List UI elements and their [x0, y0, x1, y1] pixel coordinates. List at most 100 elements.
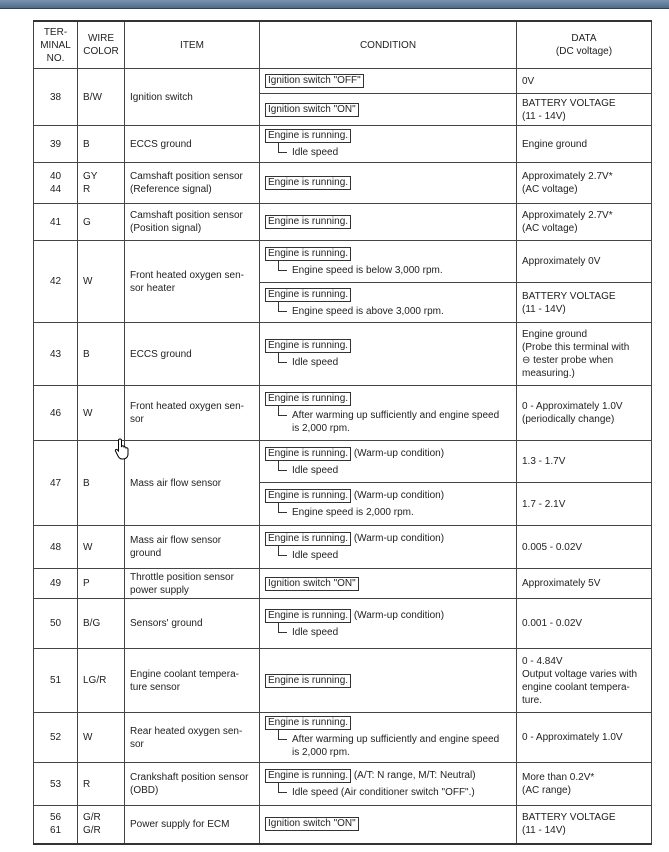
condition-cell: Engine is running. Idle speed: [259, 322, 517, 386]
condition-cell: Engine is running.: [259, 203, 517, 241]
data-value: 0 - Approximately 1.0V (periodically cha…: [516, 385, 652, 441]
data-value: More than 0.2V* (AC range): [516, 762, 652, 806]
terminal-no: 47: [33, 440, 78, 526]
condition-line: Ignition switch "ON": [265, 817, 511, 832]
condition-sub: Idle speed: [278, 621, 511, 639]
data-value: 0.001 - 0.02V: [516, 598, 652, 649]
table-row: 49 P Throttle position sensor power supply…: [33, 568, 652, 599]
table-row: 39 B ECCS ground Engine is running. Idle spe…: [33, 125, 652, 163]
data-value: 0 - Approximately 1.0V: [516, 712, 652, 763]
data-value: 0V: [516, 68, 652, 94]
table-row: 42 W Front heated oxygen sen- sor heater En…: [33, 240, 652, 323]
condition-box: Engine is running.: [265, 129, 352, 143]
data-value: 0.005 - 0.02V: [516, 525, 652, 569]
condition-line: Engine is running.: [265, 246, 511, 261]
table-row: 43 B ECCS ground Engine is running. Idle spe…: [33, 322, 652, 386]
item-name: ECCS ground: [124, 125, 260, 163]
table-row: 53 R Crankshaft position sensor (OBD) Engin…: [33, 762, 652, 806]
condition-box: Ignition switch "ON": [265, 817, 359, 832]
condition-line: Ignition switch "ON": [265, 576, 511, 591]
condition-sub: Idle speed: [278, 459, 511, 477]
condition-cell: Ignition switch "ON": [259, 805, 517, 845]
header-wire-color: WIRE COLOR: [77, 20, 125, 69]
condition-box: Engine is running.: [265, 446, 352, 461]
condition-sub: Engine speed is 2,000 rpm.: [278, 502, 511, 519]
condition-cell: Ignition switch "ON": [259, 568, 517, 599]
condition-cell: Engine is running. Idle speed: [259, 125, 517, 163]
wire-color: W: [77, 385, 125, 441]
data-value: Approximately 5V: [516, 568, 652, 599]
item-name: Rear heated oxygen sen- sor: [124, 712, 260, 763]
condition-sub: After warming up sufficiently and engine…: [278, 404, 511, 435]
table-row: 52 W Rear heated oxygen sen- sor Engine is …: [33, 712, 652, 763]
condition-box: Engine is running.: [265, 716, 352, 730]
terminal-no: 42: [33, 240, 78, 323]
window-title-bar: [0, 0, 669, 9]
condition-cell: Engine is running.: [259, 648, 517, 713]
table-row: 47 B Mass air flow sensor Engine is running…: [33, 440, 652, 526]
condition-box: Engine is running.: [265, 532, 352, 546]
condition-box: Engine is running.: [265, 176, 352, 190]
table-row: 51 LG/R Engine coolant tempera- ture senso…: [33, 648, 652, 713]
item-name: Power supply for ECM: [124, 805, 260, 845]
item-name: Ignition switch: [124, 68, 260, 126]
condition-line: Engine is running.: [265, 129, 511, 143]
condition-box: Engine is running.: [265, 287, 352, 302]
table-row: 38 B/W Ignition switch Ignition switch "OFF…: [33, 68, 652, 126]
wire-color: W: [77, 712, 125, 763]
data-value: 1.3 - 1.7V: [516, 440, 652, 483]
condition-box: Ignition switch "OFF": [265, 74, 364, 88]
wire-color: G: [77, 203, 125, 241]
item-name: Throttle position sensor power supply: [124, 568, 260, 599]
condition-box: Engine is running.: [265, 673, 352, 688]
condition-cell: Engine is running. (Warm-up condition) Id…: [259, 525, 517, 569]
condition-sub: Idle speed: [278, 352, 511, 369]
terminal-no: 46: [33, 385, 78, 441]
table-row: 48 W Mass air flow sensor ground Engine is …: [33, 525, 652, 569]
wire-color: P: [77, 568, 125, 599]
condition-box: Engine is running.: [265, 246, 352, 261]
condition-sub: Idle speed (Air conditioner switch "OFF"…: [278, 782, 511, 799]
condition-sub: Engine speed is above 3,000 rpm.: [278, 300, 511, 318]
condition-note: (Warm-up condition): [353, 533, 445, 544]
wire-color: W: [77, 525, 125, 569]
data-value: 0 - 4.84V Output voltage varies with eng…: [516, 648, 652, 713]
item-name: ECCS ground: [124, 322, 260, 386]
condition-line: Engine is running. (Warm-up condition): [265, 489, 511, 503]
condition-box: Engine is running.: [265, 489, 352, 503]
condition-box: Engine is running.: [265, 339, 352, 353]
table-row: 46 W Front heated oxygen sen- sor Engine is…: [33, 385, 652, 441]
condition-line: Engine is running.: [265, 287, 511, 302]
hand-cursor-icon: [114, 438, 129, 460]
condition-box: Engine is running.: [265, 215, 352, 229]
condition-line: Engine is running.: [265, 176, 511, 190]
wire-color: LG/R: [77, 648, 125, 713]
wire-color: G/R G/R: [77, 805, 125, 845]
condition-line: Engine is running. (Warm-up condition): [265, 532, 511, 546]
condition-cell: Engine is running. Engine speed is above …: [259, 282, 517, 323]
condition-cell: Engine is running. (A/T: N range, M/T: N…: [259, 762, 517, 806]
header-item: ITEM: [124, 20, 260, 69]
condition-line: Engine is running.: [265, 673, 511, 688]
condition-line: Engine is running.: [265, 716, 511, 730]
condition-cell: Ignition switch "ON": [259, 93, 517, 126]
item-name: Engine coolant tempera- ture sensor: [124, 648, 260, 713]
condition-box: Engine is running.: [265, 769, 352, 783]
terminal-no: 43: [33, 322, 78, 386]
condition-sub: Idle speed: [278, 545, 511, 562]
item-name: Camshaft position sensor (Reference sign…: [124, 162, 260, 204]
table-row: 40 44 GY R Camshaft position sensor (Refer…: [33, 162, 652, 204]
data-value: BATTERY VOLTAGE (11 - 14V): [516, 282, 652, 323]
wire-color: GY R: [77, 162, 125, 204]
data-value: Approximately 2.7V* (AC voltage): [516, 203, 652, 241]
condition-box: Engine is running.: [265, 608, 352, 623]
item-name: Front heated oxygen sen- sor: [124, 385, 260, 441]
data-value: Engine ground: [516, 125, 652, 163]
condition-cell: Engine is running. (Warm-up condition) Id…: [259, 440, 517, 483]
item-name: Front heated oxygen sen- sor heater: [124, 240, 260, 323]
condition-note: (Warm-up condition): [353, 447, 445, 459]
condition-line: Engine is running. (Warm-up condition): [265, 446, 511, 461]
wire-color: B/G: [77, 598, 125, 649]
item-name: Sensors' ground: [124, 598, 260, 649]
data-value: Engine ground (Probe this terminal with …: [516, 322, 652, 386]
